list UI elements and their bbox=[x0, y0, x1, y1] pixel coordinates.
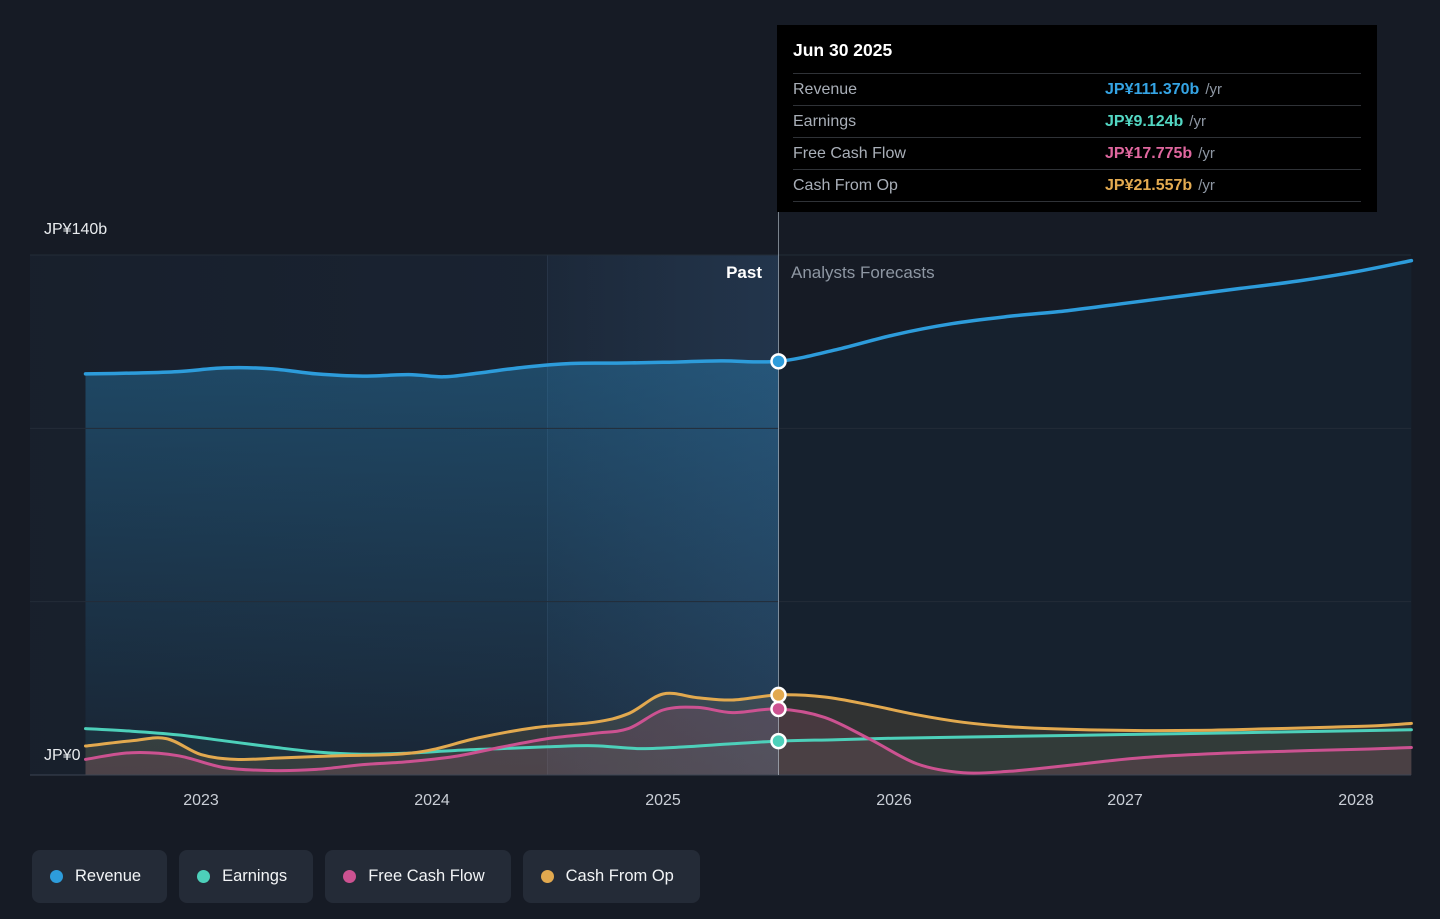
tooltip-row-free-cash-flow: Free Cash Flow JP¥17.775b/yr bbox=[793, 137, 1361, 169]
tooltip-row-revenue: Revenue JP¥111.370b/yr bbox=[793, 73, 1361, 105]
tooltip-rows: Revenue JP¥111.370b/yr Earnings JP¥9.124b/y… bbox=[777, 73, 1377, 202]
tooltip-suffix-revenue: /yr bbox=[1205, 81, 1222, 98]
tooltip-value-cash-from-op: JP¥21.557b bbox=[1105, 176, 1193, 194]
tooltip-label-free-cash-flow: Free Cash Flow bbox=[793, 144, 906, 162]
legend-label-cash-from-op: Cash From Op bbox=[565, 867, 674, 885]
x-axis-label-2025: 2025 bbox=[645, 792, 681, 809]
x-axis-label-2027: 2027 bbox=[1107, 792, 1143, 809]
tooltip-label-earnings: Earnings bbox=[793, 112, 857, 130]
earnings-legend-dot-icon bbox=[197, 870, 211, 883]
legend-chip-free-cash-flow[interactable]: Free Cash Flow bbox=[325, 850, 511, 903]
legend-chip-revenue[interactable]: Revenue bbox=[32, 850, 168, 903]
x-axis-label-2023: 2023 bbox=[183, 792, 219, 809]
y-axis-label-max: JP¥140b bbox=[44, 221, 108, 238]
legend-label-earnings: Earnings bbox=[222, 867, 288, 885]
free-cash-flow-legend-dot-icon bbox=[343, 870, 357, 883]
forecast-label: Analysts Forecasts bbox=[791, 263, 935, 282]
legend-chip-cash-from-op[interactable]: Cash From Op bbox=[522, 850, 700, 903]
legend: Revenue Earnings Free Cash Flow Cash From O… bbox=[32, 850, 700, 903]
x-axis-label-2024: 2024 bbox=[414, 792, 450, 809]
legend-label-revenue: Revenue bbox=[75, 867, 142, 885]
tooltip-suffix-free-cash-flow: /yr bbox=[1198, 145, 1215, 162]
legend-label-free-cash-flow: Free Cash Flow bbox=[368, 867, 485, 885]
tooltip-date: Jun 30 2025 bbox=[793, 40, 893, 60]
x-axis-label-2028: 2028 bbox=[1338, 792, 1374, 809]
tooltip-suffix-cash-from-op: /yr bbox=[1198, 177, 1215, 194]
tooltip-suffix-earnings: /yr bbox=[1189, 113, 1206, 130]
tooltip-label-revenue: Revenue bbox=[793, 80, 858, 98]
tooltip-row-cash-from-op: Cash From Op JP¥21.557b/yr bbox=[793, 169, 1361, 202]
revenue-legend-dot-icon bbox=[50, 870, 63, 883]
x-axis-label-2026: 2026 bbox=[876, 792, 912, 809]
tooltip-label-cash-from-op: Cash From Op bbox=[793, 176, 898, 194]
tooltip-value-revenue: JP¥111.370b bbox=[1105, 80, 1200, 98]
tooltip-value-free-cash-flow: JP¥17.775b bbox=[1105, 144, 1193, 162]
chart-tooltip: Jun 30 2025 Revenue JP¥111.370b/yr Earning… bbox=[777, 25, 1377, 212]
past-label: Past bbox=[726, 263, 762, 282]
tooltip-value-earnings: JP¥9.124b bbox=[1105, 112, 1184, 130]
y-axis-label-zero: JP¥0 bbox=[44, 747, 81, 764]
cash-from-op-legend-dot-icon bbox=[540, 870, 554, 883]
tooltip-row-earnings: Earnings JP¥9.124b/yr bbox=[793, 105, 1361, 137]
legend-chip-earnings[interactable]: Earnings bbox=[179, 850, 314, 903]
